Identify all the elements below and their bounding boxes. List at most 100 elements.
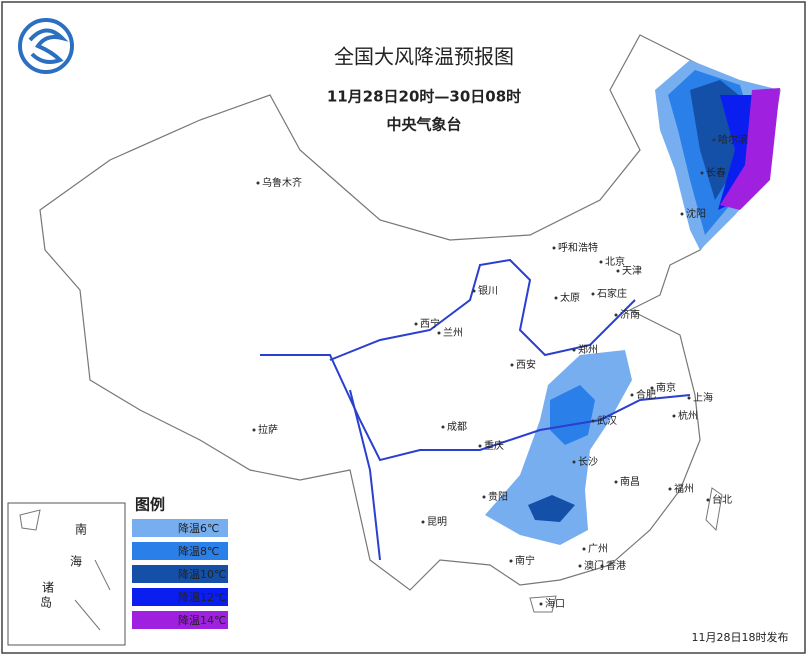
city-dot (578, 564, 582, 568)
city-label: 香港 (606, 560, 626, 572)
city-dot (614, 313, 618, 317)
inset-label: 诸 (42, 581, 54, 595)
china-outline (39, 34, 781, 591)
city-label: 拉萨 (258, 423, 278, 436)
city-label: 昆明 (427, 516, 447, 528)
legend-label: 降温10℃ (178, 567, 226, 581)
city-dot (599, 260, 603, 264)
cooling-area (485, 350, 632, 545)
city-label: 台北 (712, 493, 732, 506)
city-dot (437, 331, 441, 335)
city-dot (668, 487, 672, 491)
legend-label: 降温6℃ (178, 521, 219, 535)
city-dot (472, 289, 476, 293)
city-dot (478, 444, 482, 448)
city-label: 哈尔滨 (718, 133, 748, 146)
city-label: 福州 (674, 482, 694, 495)
legend-swatch (132, 611, 228, 629)
city-label: 海口 (545, 597, 565, 610)
legend-swatch (132, 542, 228, 560)
city-label: 南宁 (515, 554, 535, 567)
city-dot (554, 296, 558, 300)
inset-outline (19, 509, 111, 631)
city-dot (256, 181, 260, 185)
city-label: 银川 (478, 284, 498, 297)
city-dot (510, 363, 514, 367)
city-label: 天津 (622, 265, 642, 277)
city-label: 长春 (706, 167, 726, 179)
city-label: 广州 (588, 543, 608, 555)
city-dot (591, 419, 595, 423)
city-dot (700, 171, 704, 175)
city-dot (509, 559, 513, 563)
city-label: 武汉 (597, 414, 617, 427)
legend-label: 降温14℃ (178, 613, 226, 627)
city-label: 沈阳 (686, 207, 706, 220)
city-label: 上海 (693, 391, 713, 404)
city-dot (630, 393, 634, 397)
legend-label: 降温8℃ (178, 544, 219, 558)
city-dot (600, 564, 604, 568)
cooling-area (720, 88, 780, 210)
city-label: 重庆 (484, 439, 504, 452)
city-label: 长沙 (578, 456, 598, 468)
cooling-area (550, 385, 595, 445)
island (705, 487, 723, 532)
city-label: 兰州 (443, 326, 463, 339)
cooling-area (528, 495, 575, 522)
city-label: 北京 (605, 255, 625, 268)
city-dot (441, 425, 445, 429)
city-label: 西宁 (420, 317, 440, 330)
city-dot (252, 428, 256, 432)
city-dot (650, 386, 654, 390)
city-dot (482, 495, 486, 499)
city-dot (572, 348, 576, 352)
city-dot (712, 138, 716, 142)
city-dot (680, 212, 684, 216)
period: 11月28日20时—30日08时 (327, 88, 521, 106)
city-dot (414, 322, 418, 326)
city-label: 太原 (560, 291, 580, 304)
city-label: 石家庄 (597, 287, 627, 300)
city-dot (572, 460, 576, 464)
island (529, 595, 557, 613)
city-dot (672, 414, 676, 418)
city-dot (616, 269, 620, 273)
city-label: 杭州 (678, 409, 698, 422)
cooling-areas (485, 60, 780, 545)
city-dot (552, 246, 556, 250)
city-dot (591, 292, 595, 296)
city-label: 西安 (516, 358, 536, 371)
city-dot (582, 547, 586, 551)
city-dot (421, 520, 425, 524)
inset-label: 海 (70, 554, 82, 569)
city-dot (706, 498, 710, 502)
city-label: 郑州 (578, 343, 598, 356)
city-dot (539, 602, 543, 606)
legend-label: 降温12℃ (178, 590, 226, 604)
logo (18, 18, 74, 74)
city-dot (687, 396, 691, 400)
city-label: 济南 (620, 308, 640, 321)
legend-title: 图例 (135, 496, 165, 514)
city-label: 成都 (447, 421, 467, 433)
city-dot (614, 480, 618, 484)
issue-time: 11月28日18时发布 (692, 630, 789, 644)
inset-frame (7, 502, 126, 646)
legend-swatch (132, 519, 228, 537)
city-label: 澳门 (584, 559, 604, 572)
city-label: 合肥 (636, 388, 656, 401)
legend-swatch (132, 588, 228, 606)
city-label: 南京 (656, 381, 676, 394)
city-label: 乌鲁木齐 (262, 176, 302, 189)
legend-swatch (132, 565, 228, 583)
city-label: 呼和浩特 (558, 242, 598, 254)
city-label: 贵阳 (488, 490, 508, 503)
title: 全国大风降温预报图 (334, 45, 514, 69)
agency: 中央气象台 (386, 116, 461, 134)
inset-label: 南 (75, 522, 87, 537)
inset-label: 岛 (40, 595, 52, 610)
rivers (260, 258, 691, 561)
